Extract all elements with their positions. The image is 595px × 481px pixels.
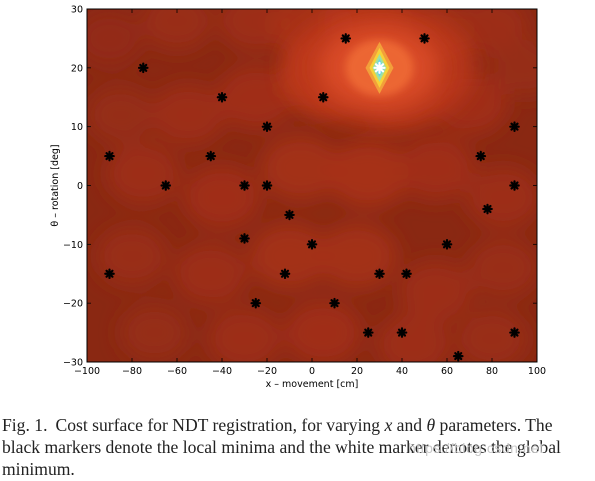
caption-text-1: Cost surface for NDT registration, for v… (55, 415, 385, 435)
heat-patch (87, 86, 155, 144)
x-tick-label: −60 (167, 366, 187, 377)
local-minimum-marker (239, 233, 250, 244)
heat-patch (207, 307, 282, 362)
x-tick-label: 100 (528, 366, 546, 377)
heat-patch (106, 143, 181, 205)
heat-patch (491, 39, 537, 97)
heat-patch (317, 223, 397, 289)
heat-patch (398, 260, 473, 322)
x-tick-label: −20 (257, 366, 277, 377)
heat-patch (173, 243, 248, 305)
local-minimum-marker (475, 150, 487, 162)
global-minimum-marker (373, 61, 386, 74)
local-minimum-marker (317, 91, 329, 103)
heat-patch (217, 65, 295, 129)
local-minimum-marker (362, 327, 374, 338)
local-minimum-marker (374, 268, 385, 280)
y-axis-label: θ – rotation [deg] (50, 144, 61, 226)
heat-patch (96, 226, 168, 286)
caption-var-theta: θ (426, 415, 436, 435)
caption-var-x: x (384, 415, 393, 435)
heat-patch (120, 304, 189, 361)
local-minimum-marker (482, 203, 493, 215)
y-tick-label: 10 (71, 122, 83, 133)
x-tick-label: −40 (212, 366, 232, 377)
y-tick-label: 0 (77, 181, 83, 192)
heat-patch (183, 165, 261, 229)
minima-markers (104, 33, 520, 362)
local-minimum-marker (137, 62, 149, 74)
x-tick-label: 60 (441, 366, 453, 377)
y-tick-label: −20 (63, 299, 83, 310)
x-axis-label: x – movement [cm] (266, 379, 359, 390)
x-tick-label: 0 (309, 366, 315, 377)
heat-patch (456, 308, 528, 362)
local-minimum-marker (509, 121, 520, 132)
local-minimum-marker (401, 268, 412, 280)
y-tick-label: 20 (71, 63, 83, 74)
heat-patch (284, 300, 362, 362)
x-tick-label: 40 (396, 366, 408, 377)
local-minimum-marker (396, 327, 408, 338)
caption-label: Fig. 1. (2, 415, 48, 435)
heat-patch (249, 223, 330, 289)
heat-patch (326, 139, 410, 208)
local-minimum-marker (261, 121, 273, 132)
heat-patch (467, 238, 537, 298)
heat-patch (376, 313, 451, 362)
local-minimum-marker (261, 180, 273, 191)
x-tick-label: −80 (122, 366, 142, 377)
axis-ticks: −100 −80 −60 −40 −20 0 20 40 60 80 100−30−20−10010… (63, 5, 546, 378)
x-tick-label: −100 (74, 366, 100, 377)
local-minimum-marker (160, 180, 172, 191)
heat-patch (260, 135, 341, 201)
heat-patch (151, 84, 226, 146)
local-minimum-marker (284, 209, 295, 221)
x-tick-label: 20 (351, 366, 363, 377)
heat-patch (141, 9, 213, 51)
local-minimum-marker (509, 180, 520, 191)
caption-text-2: and (392, 415, 427, 435)
y-tick-label: −30 (63, 358, 83, 369)
figure-caption: Fig. 1. Cost surface for NDT registration… (0, 414, 595, 480)
local-minimum-marker (104, 150, 115, 162)
local-minimum-marker (340, 33, 352, 44)
heat-patch (466, 166, 537, 228)
local-minimum-marker (452, 350, 464, 362)
heat-patch (397, 136, 475, 200)
local-minimum-marker (441, 239, 453, 250)
local-minimum-marker (250, 297, 262, 309)
local-minimum-marker (306, 239, 318, 250)
heat-patch (87, 11, 142, 66)
caption-text-3: parameters. The black markers denote the… (2, 415, 561, 479)
local-minimum-marker (509, 327, 520, 338)
local-minimum-marker (216, 91, 228, 103)
local-minimum-marker (239, 180, 250, 191)
local-minimum-marker (279, 268, 291, 280)
local-minimum-marker (419, 33, 430, 44)
local-minimum-marker (104, 268, 115, 280)
plot-area (87, 9, 537, 362)
local-minimum-marker (329, 297, 340, 309)
y-tick-label: −10 (63, 240, 83, 251)
y-tick-label: 30 (71, 5, 83, 16)
local-minimum-marker (205, 150, 217, 162)
watermark-text: https://blog.csdn.net (408, 440, 544, 456)
x-tick-label: 80 (486, 366, 498, 377)
